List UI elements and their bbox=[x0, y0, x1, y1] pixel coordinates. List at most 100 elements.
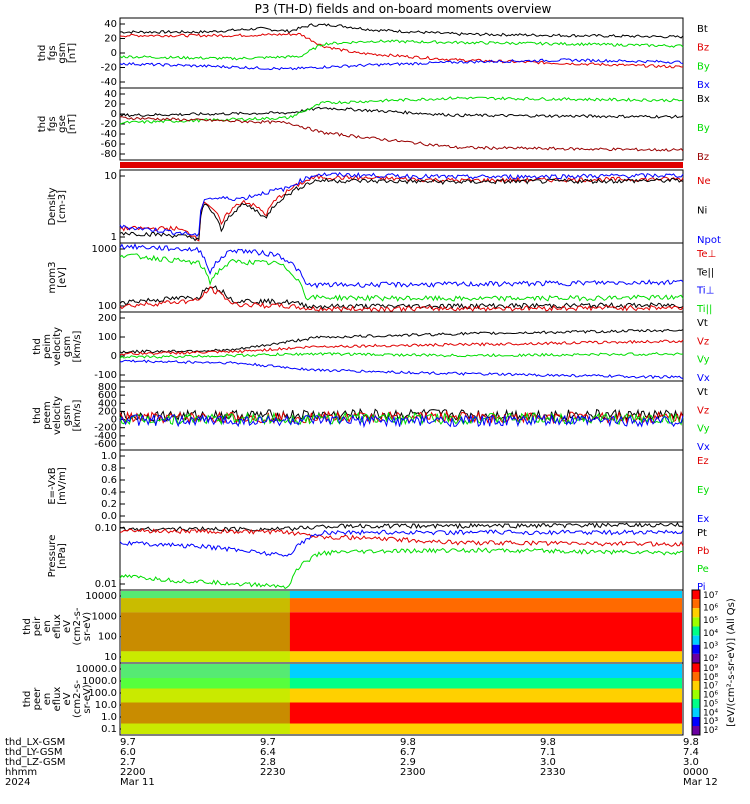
colorbar-cell bbox=[692, 690, 700, 699]
ylabel-line: [nPa] bbox=[57, 543, 68, 569]
series-line bbox=[119, 96, 684, 125]
ytick-label: 1 bbox=[111, 232, 117, 243]
legend-te⊥: Te⊥ bbox=[696, 249, 716, 260]
ylabel-line: thd bbox=[22, 618, 33, 635]
legend-vx: Vx bbox=[697, 373, 710, 384]
ytick-label: 1000.0 bbox=[82, 676, 117, 687]
legend-ez: Ez bbox=[697, 456, 709, 467]
ytick-label: -600 bbox=[94, 439, 117, 450]
colorbar-cell bbox=[692, 590, 700, 600]
ytick-label: -40 bbox=[101, 129, 117, 140]
colorbar-tick: 10⁵ bbox=[703, 616, 718, 626]
legend-vz: Vz bbox=[697, 336, 709, 347]
ylabel-line: eflux bbox=[52, 687, 63, 712]
ylabel-line: thd bbox=[32, 407, 43, 424]
panel-4: mom3 [eV] 1000 100 Te⊥ Te|| Ti⊥ Ti|| bbox=[47, 242, 716, 315]
panel-3: Density [cm-3] 10 1 Ne Ni Npot bbox=[47, 169, 721, 246]
legend-vz: Vz bbox=[697, 405, 709, 416]
ytick-label: 0.2 bbox=[101, 499, 117, 510]
series-line bbox=[119, 58, 684, 71]
colorbar-tick: 10⁷ bbox=[703, 591, 718, 601]
ylabel-line: [eV] bbox=[57, 267, 68, 288]
colorbar-tick: 10⁴ bbox=[703, 629, 718, 639]
panel-9: thd peir en eflux eV (cm2-s-sr-eV) 10000 1000 10… bbox=[22, 589, 718, 664]
colorbar-label: [eV/(cm²-s-sr-eV)] (All Qs) bbox=[726, 598, 737, 727]
xtick-value: 7.1 bbox=[540, 747, 556, 758]
series-line bbox=[119, 286, 684, 313]
ylabel-line: sr-eV) bbox=[82, 612, 93, 641]
series-line bbox=[119, 106, 684, 119]
ytick-label: 100 bbox=[98, 301, 117, 312]
ytick-label: -40 bbox=[101, 77, 117, 88]
heatmap-region bbox=[121, 664, 290, 734]
ytick-label: -80 bbox=[101, 149, 117, 160]
ytick-label: 10.0 bbox=[95, 700, 117, 711]
colorbar-cell bbox=[692, 626, 700, 636]
ylabel-line: [nT] bbox=[67, 114, 78, 134]
series-line bbox=[119, 529, 684, 557]
ylabel-line: [km/s] bbox=[72, 330, 83, 362]
colorbar-cell bbox=[692, 708, 700, 717]
colorbar-tick: 10⁵ bbox=[703, 699, 718, 709]
legend-ex: Ex bbox=[697, 514, 709, 525]
xtick-value: 9.7 bbox=[260, 737, 276, 748]
legend-ne: Ne bbox=[697, 176, 711, 187]
panel-frame bbox=[119, 662, 684, 736]
series-line bbox=[119, 413, 684, 429]
colorbar-cell bbox=[692, 599, 700, 609]
ylabel-line: peem bbox=[42, 401, 53, 429]
xaxis-row-label: 2024 bbox=[5, 777, 30, 788]
ytick-label: 0 bbox=[111, 351, 117, 362]
legend-vy: Vy bbox=[697, 424, 710, 435]
ylabel-line: gsm bbox=[62, 405, 73, 426]
xtick-value: 2330 bbox=[540, 767, 565, 778]
ytick-label: -200 bbox=[94, 423, 117, 434]
ylabel-line: thd bbox=[37, 45, 48, 62]
series-line bbox=[119, 522, 684, 533]
legend-bx: Bx bbox=[697, 80, 710, 91]
series-line bbox=[119, 177, 684, 242]
ylabel-line: eV bbox=[62, 692, 73, 705]
ytick-label: 10 bbox=[104, 652, 117, 663]
ylabel-line: velocity bbox=[52, 327, 63, 366]
ylabel-line: en bbox=[42, 693, 53, 706]
ylabel-line: (cm2-s- bbox=[72, 607, 83, 645]
xtick-value: 2300 bbox=[400, 767, 425, 778]
ytick-label: 200 bbox=[98, 406, 117, 417]
ytick-label: -20 bbox=[101, 63, 117, 74]
colorbar-tick: 10² bbox=[703, 726, 718, 736]
ylabel-line: velocity bbox=[52, 396, 63, 435]
ytick-label: 10000 bbox=[85, 591, 117, 602]
xtick-value: 6.4 bbox=[260, 747, 276, 758]
colorbar-cell bbox=[692, 663, 700, 672]
xtick-value: 0000 bbox=[683, 767, 708, 778]
ytick-label: 400 bbox=[98, 398, 117, 409]
series-line bbox=[119, 39, 684, 61]
ytick-label: 600 bbox=[98, 390, 117, 401]
series-line bbox=[119, 285, 684, 310]
xtick-value: 9.8 bbox=[400, 737, 416, 748]
series-line bbox=[119, 174, 684, 242]
colorbar-tick: 10³ bbox=[703, 717, 718, 727]
legend-pt: Pt bbox=[697, 528, 707, 539]
ylabel-line: Pressure bbox=[47, 535, 58, 578]
legend-vt: Vt bbox=[697, 318, 708, 329]
ytick-label: -400 bbox=[94, 431, 117, 442]
legend-ti⊥: Ti⊥ bbox=[696, 286, 714, 297]
ylabel-line: peer bbox=[32, 687, 43, 711]
colorbar-cell bbox=[692, 608, 700, 618]
ytick-label: 0.10 bbox=[95, 523, 117, 534]
legend-npot: Npot bbox=[697, 235, 721, 246]
colorbar-tick: 10³ bbox=[703, 641, 718, 651]
series-line bbox=[119, 23, 684, 39]
panel-frame bbox=[119, 242, 684, 313]
ytick-label: 0.01 bbox=[95, 579, 117, 590]
ytick-label: -60 bbox=[101, 139, 117, 150]
ytick-label: 10 bbox=[104, 171, 117, 182]
colorbar-cell bbox=[692, 672, 700, 681]
series-line bbox=[119, 547, 684, 590]
ylabel-line: [mV/m] bbox=[57, 467, 68, 505]
ylabel-line: eV bbox=[62, 620, 73, 633]
